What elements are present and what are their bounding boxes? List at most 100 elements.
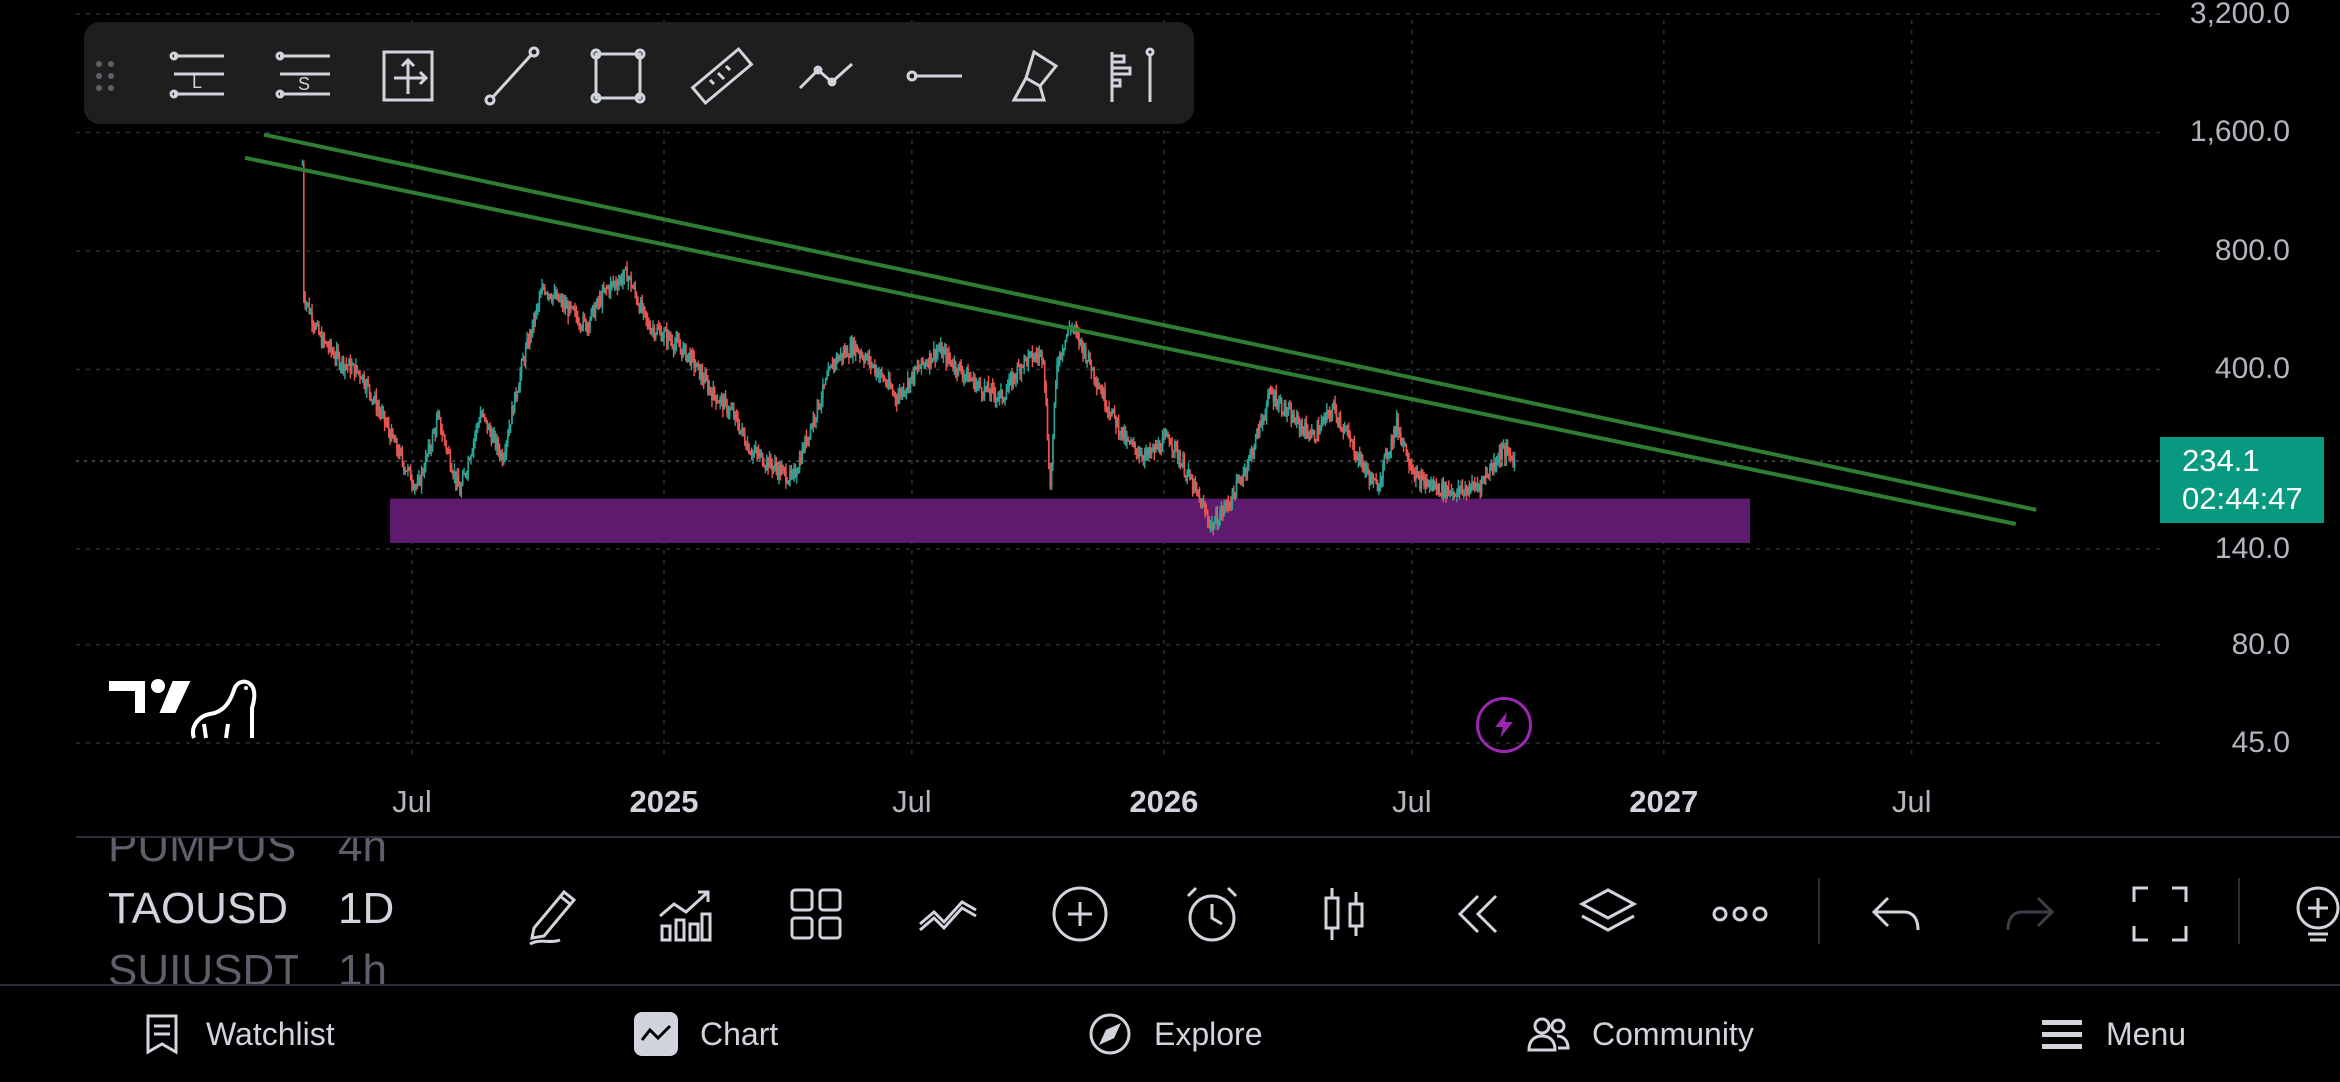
candle-body [709, 387, 712, 393]
candle-body [968, 377, 971, 383]
candle-body [301, 164, 304, 166]
nav-menu[interactable]: Menu [2040, 986, 2186, 1082]
candle-body [1467, 487, 1469, 495]
drag-handle-icon[interactable] [90, 44, 120, 108]
symbol-picker[interactable]: PUMPUSDT 4h TAOUSD 1D SUIUSDT 1h [108, 838, 438, 986]
candle-body [1357, 453, 1360, 461]
candle-body [1258, 421, 1261, 437]
price-axis-label: 3,200.0 [2189, 0, 2290, 30]
candle-body [744, 434, 746, 444]
redo-icon[interactable] [1994, 878, 2066, 950]
add-icon[interactable] [1044, 878, 1116, 950]
price-chart[interactable] [0, 0, 2340, 830]
candle-body [927, 363, 930, 367]
candle-body [745, 443, 747, 449]
candle-body [585, 319, 587, 331]
layers-icon[interactable] [1572, 878, 1644, 950]
candle-body [942, 351, 945, 358]
symbol-item-active[interactable]: TAOUSD 1D [108, 884, 438, 934]
path-icon[interactable] [794, 44, 858, 108]
rectangle-icon[interactable] [586, 44, 650, 108]
candle-body [319, 333, 322, 336]
object-tree-icon[interactable] [376, 44, 440, 108]
trend-line-icon[interactable] [480, 44, 544, 108]
replay-icon[interactable] [1440, 878, 1512, 950]
candle-body [1304, 422, 1306, 436]
candle-body [1063, 348, 1065, 352]
candle-body [908, 379, 910, 389]
candle-body [779, 465, 782, 475]
long-position-icon[interactable]: L [166, 44, 230, 108]
candle-body [441, 431, 443, 435]
candle-body [500, 452, 502, 457]
candle-body [1123, 430, 1125, 439]
candle-body [1349, 435, 1351, 442]
candle-body [1309, 436, 1312, 438]
candle-body [541, 287, 543, 294]
ray-icon[interactable] [902, 44, 966, 108]
candle-body [763, 465, 765, 467]
drawing-toolbar[interactable]: L S [84, 22, 1194, 124]
candle-body [1231, 489, 1234, 506]
candle-body [1031, 351, 1034, 361]
nav-chart[interactable]: Chart [634, 986, 778, 1082]
candle-body [957, 364, 960, 375]
pencil-icon[interactable] [516, 878, 588, 950]
candle-body [849, 343, 852, 358]
candle-body [349, 360, 352, 373]
candle-body [1191, 477, 1194, 492]
candle-body [1315, 440, 1317, 442]
candle-body [889, 378, 891, 387]
candle-body [1383, 455, 1386, 463]
candle-body [1000, 390, 1002, 392]
candle-body [1223, 508, 1225, 514]
compare-icon[interactable] [912, 878, 984, 950]
symbol-item[interactable]: SUIUSDT 1h [108, 946, 438, 986]
nav-explore[interactable]: Explore [1088, 986, 1263, 1082]
nav-watchlist[interactable]: Watchlist [140, 986, 335, 1082]
candle-body [498, 449, 501, 457]
candle-body [896, 398, 898, 404]
symbol-name: TAOUSD [108, 884, 289, 933]
short-position-icon[interactable]: S [272, 44, 336, 108]
candle-body [1185, 475, 1187, 478]
candle-body [1065, 335, 1068, 340]
candle-body [1480, 479, 1483, 492]
more-icon[interactable] [1704, 878, 1776, 950]
anchored-vwap-icon[interactable] [1104, 44, 1168, 108]
candle-body [1042, 360, 1045, 362]
candle-body [960, 365, 962, 373]
candle-body [704, 374, 706, 383]
ruler-icon[interactable] [690, 44, 754, 108]
chart-area[interactable]: 3,200.0 1,600.0 800.0 400.0 140.0 80.0 45.0 Ju… [0, 0, 2340, 830]
symbol-item[interactable]: PUMPUSDT 4h [108, 838, 438, 872]
undo-icon[interactable] [1860, 878, 1932, 950]
candle-body [322, 335, 324, 347]
candle-body [607, 287, 609, 289]
candle-type-icon[interactable] [1308, 878, 1380, 950]
candle-body [1321, 420, 1324, 423]
candle-body [1038, 353, 1041, 358]
candle-body [668, 332, 671, 339]
candle-body [731, 408, 734, 411]
candle-body [426, 454, 428, 456]
flash-icon[interactable] [1476, 697, 1532, 753]
candle-body [798, 457, 801, 470]
candle-body [1253, 447, 1256, 456]
indicators-icon[interactable] [648, 878, 720, 950]
ideas-icon[interactable] [2268, 878, 2340, 950]
candle-body [1267, 393, 1269, 405]
candle-body [357, 371, 360, 373]
fullscreen-icon[interactable] [2124, 878, 2196, 950]
candle-body [545, 293, 548, 295]
candle-body [1284, 402, 1287, 414]
alert-icon[interactable] [1176, 878, 1248, 950]
candle-body [385, 422, 387, 425]
candle-body [537, 305, 539, 309]
price-axis-label: 1,600.0 [2189, 115, 2290, 149]
nav-community[interactable]: Community [1526, 986, 1754, 1082]
candle-body [830, 364, 832, 368]
candle-body [623, 269, 626, 278]
layout-icon[interactable] [780, 878, 852, 950]
brush-icon[interactable] [1004, 44, 1068, 108]
